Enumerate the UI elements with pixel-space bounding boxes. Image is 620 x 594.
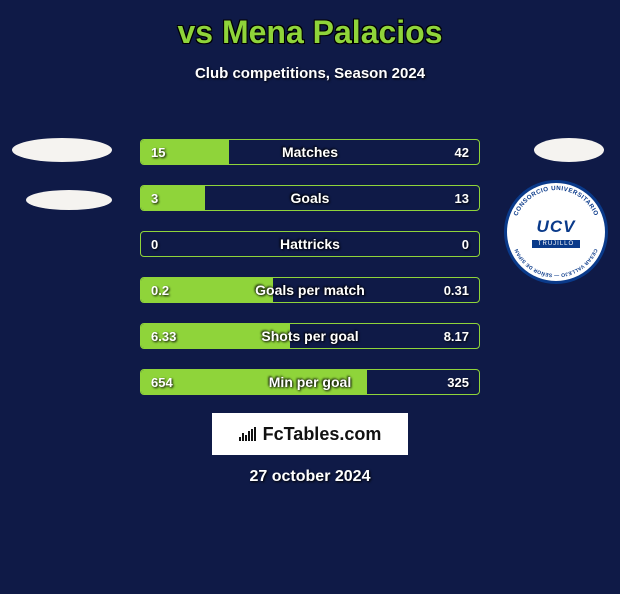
badge-circle: UCV TRUJILLO <box>504 180 608 284</box>
stat-bar: 15Matches42 <box>140 139 480 165</box>
stat-right-value: 0.31 <box>444 278 469 302</box>
stat-bar: 654Min per goal325 <box>140 369 480 395</box>
right-team-badge: UCV TRUJILLO CONSORCIO UNIVERSITARIO CES… <box>504 132 614 292</box>
stat-label: Shots per goal <box>141 324 479 348</box>
stat-label: Matches <box>141 140 479 164</box>
stat-label: Goals per match <box>141 278 479 302</box>
stat-bars-container: 15Matches42 3Goals13 0Hattricks0 0.2Goals p… <box>140 139 480 415</box>
badge-shape <box>12 138 112 162</box>
date-text: 27 october 2024 <box>0 468 620 486</box>
page-title: vs Mena Palacios <box>0 14 620 51</box>
stat-bar: 0.2Goals per match0.31 <box>140 277 480 303</box>
fctables-watermark: FcTables.com <box>212 413 408 455</box>
subtitle: Club competitions, Season 2024 <box>0 65 620 82</box>
fctables-text: FcTables.com <box>263 424 382 445</box>
stat-bar: 3Goals13 <box>140 185 480 211</box>
bar-chart-icon <box>239 427 257 441</box>
badge-shape <box>534 138 604 162</box>
stat-label: Goals <box>141 186 479 210</box>
stat-label: Min per goal <box>141 370 479 394</box>
stat-right-value: 42 <box>455 140 469 164</box>
stat-bar: 0Hattricks0 <box>140 231 480 257</box>
stat-label: Hattricks <box>141 232 479 256</box>
stat-bar: 6.33Shots per goal8.17 <box>140 323 480 349</box>
left-team-badge <box>12 132 112 292</box>
badge-shape <box>26 190 112 210</box>
badge-center-text: UCV <box>537 217 576 237</box>
badge-bar-text: TRUJILLO <box>532 240 580 248</box>
stat-right-value: 13 <box>455 186 469 210</box>
stat-right-value: 0 <box>462 232 469 256</box>
stat-right-value: 8.17 <box>444 324 469 348</box>
stat-right-value: 325 <box>447 370 469 394</box>
